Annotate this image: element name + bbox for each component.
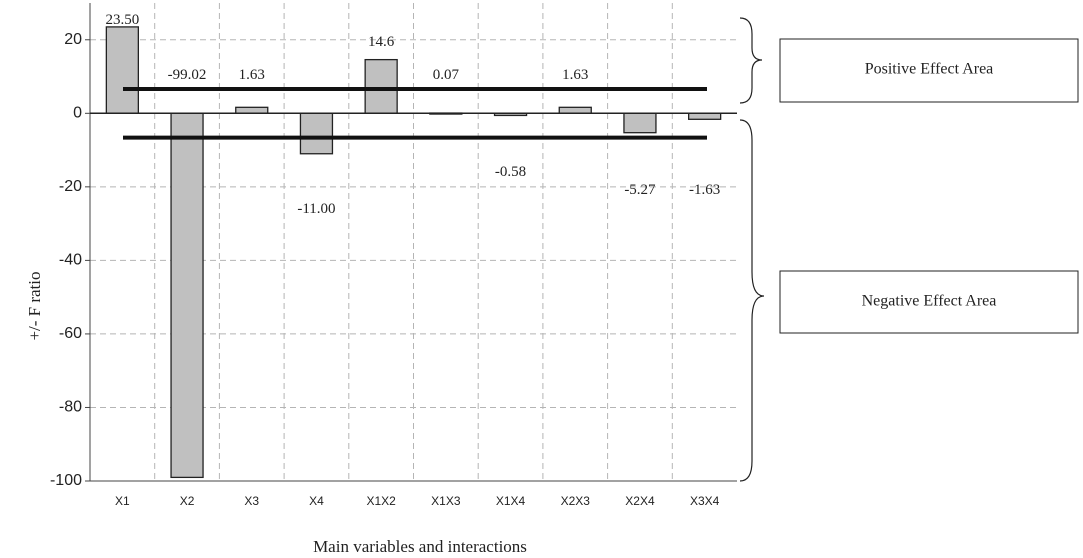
positive-area-brace (739, 17, 763, 104)
bar-x1 (105, 26, 139, 114)
x-tick-label: X3X4 (690, 494, 720, 508)
y-axis-title: +/- F ratio (25, 271, 44, 340)
negative-area-box (779, 270, 1079, 334)
data-label: -0.58 (495, 164, 526, 180)
x-tick-label: X3 (244, 494, 259, 508)
y-tick-label: 0 (73, 105, 82, 122)
x-tick-label: X1 (115, 494, 130, 508)
y-tick-label: -100 (50, 472, 82, 489)
bar-x2 (170, 112, 204, 479)
data-label: 14.6 (368, 34, 395, 50)
y-tick-label: -40 (59, 252, 82, 269)
bar-x2x4 (623, 112, 657, 134)
x-axis-title: Main variables and interactions (313, 537, 527, 556)
negative-area-label: Negative Effect Area (862, 293, 997, 310)
x-tick-label: X1X4 (496, 494, 526, 508)
y-tick-label: -20 (59, 178, 82, 195)
bar-x3 (235, 106, 269, 114)
x-tick-label: X1X3 (431, 494, 461, 508)
x-tick-label: X1X2 (366, 494, 396, 508)
data-label: 0.07 (433, 67, 460, 83)
y-tick-label: -80 (59, 399, 82, 416)
data-label: -5.27 (624, 182, 656, 198)
bar-x2x3 (558, 106, 592, 114)
data-label: 1.63 (239, 67, 265, 83)
data-labels: 23.50 -99.02 1.63 -11.00 14.6 0.07 -0.58 1.63 -5… (105, 12, 720, 217)
data-label: -1.63 (689, 182, 720, 198)
y-tick-label: 20 (64, 31, 82, 48)
x-tick-label: X4 (309, 494, 324, 508)
data-label: 23.50 (105, 12, 139, 28)
y-tick-label: -60 (59, 325, 82, 342)
data-label: -11.00 (297, 201, 335, 217)
positive-area-label: Positive Effect Area (865, 61, 994, 78)
data-label: -99.02 (168, 67, 207, 83)
threshold-lines (123, 87, 707, 140)
x-tick-label: X2X4 (625, 494, 655, 508)
x-tick-label: X2 (180, 494, 195, 508)
bar-x4 (299, 112, 334, 155)
bar-x1x2 (364, 58, 398, 114)
negative-area-brace (739, 119, 765, 482)
bar-x3x4 (688, 112, 722, 120)
positive-area-box (779, 38, 1079, 103)
x-tick-label: X2X3 (561, 494, 591, 508)
data-label: 1.63 (562, 67, 588, 83)
